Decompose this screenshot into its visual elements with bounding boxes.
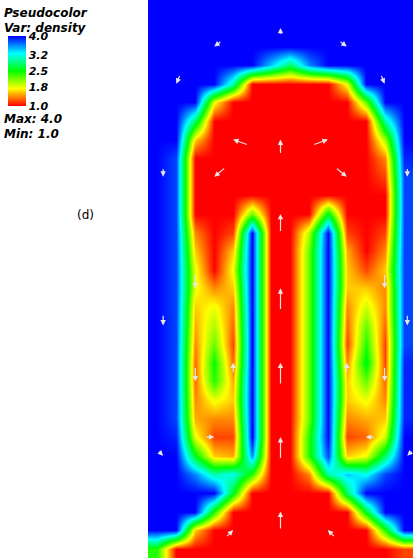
svg-text:Pseudocolor: Pseudocolor	[4, 6, 88, 20]
svg-text:3.2: 3.2	[29, 49, 49, 62]
svg-text:4.0: 4.0	[28, 30, 49, 43]
svg-text:(d): (d)	[77, 208, 94, 222]
svg-text:Max: 4.0: Max: 4.0	[4, 112, 62, 126]
svg-text:1.8: 1.8	[29, 81, 49, 94]
svg-text:Var: density: Var: density	[4, 21, 87, 35]
svg-text:Min: 1.0: Min: 1.0	[4, 127, 59, 141]
svg-text:1.0: 1.0	[29, 100, 49, 113]
svg-text:2.5: 2.5	[29, 65, 49, 78]
